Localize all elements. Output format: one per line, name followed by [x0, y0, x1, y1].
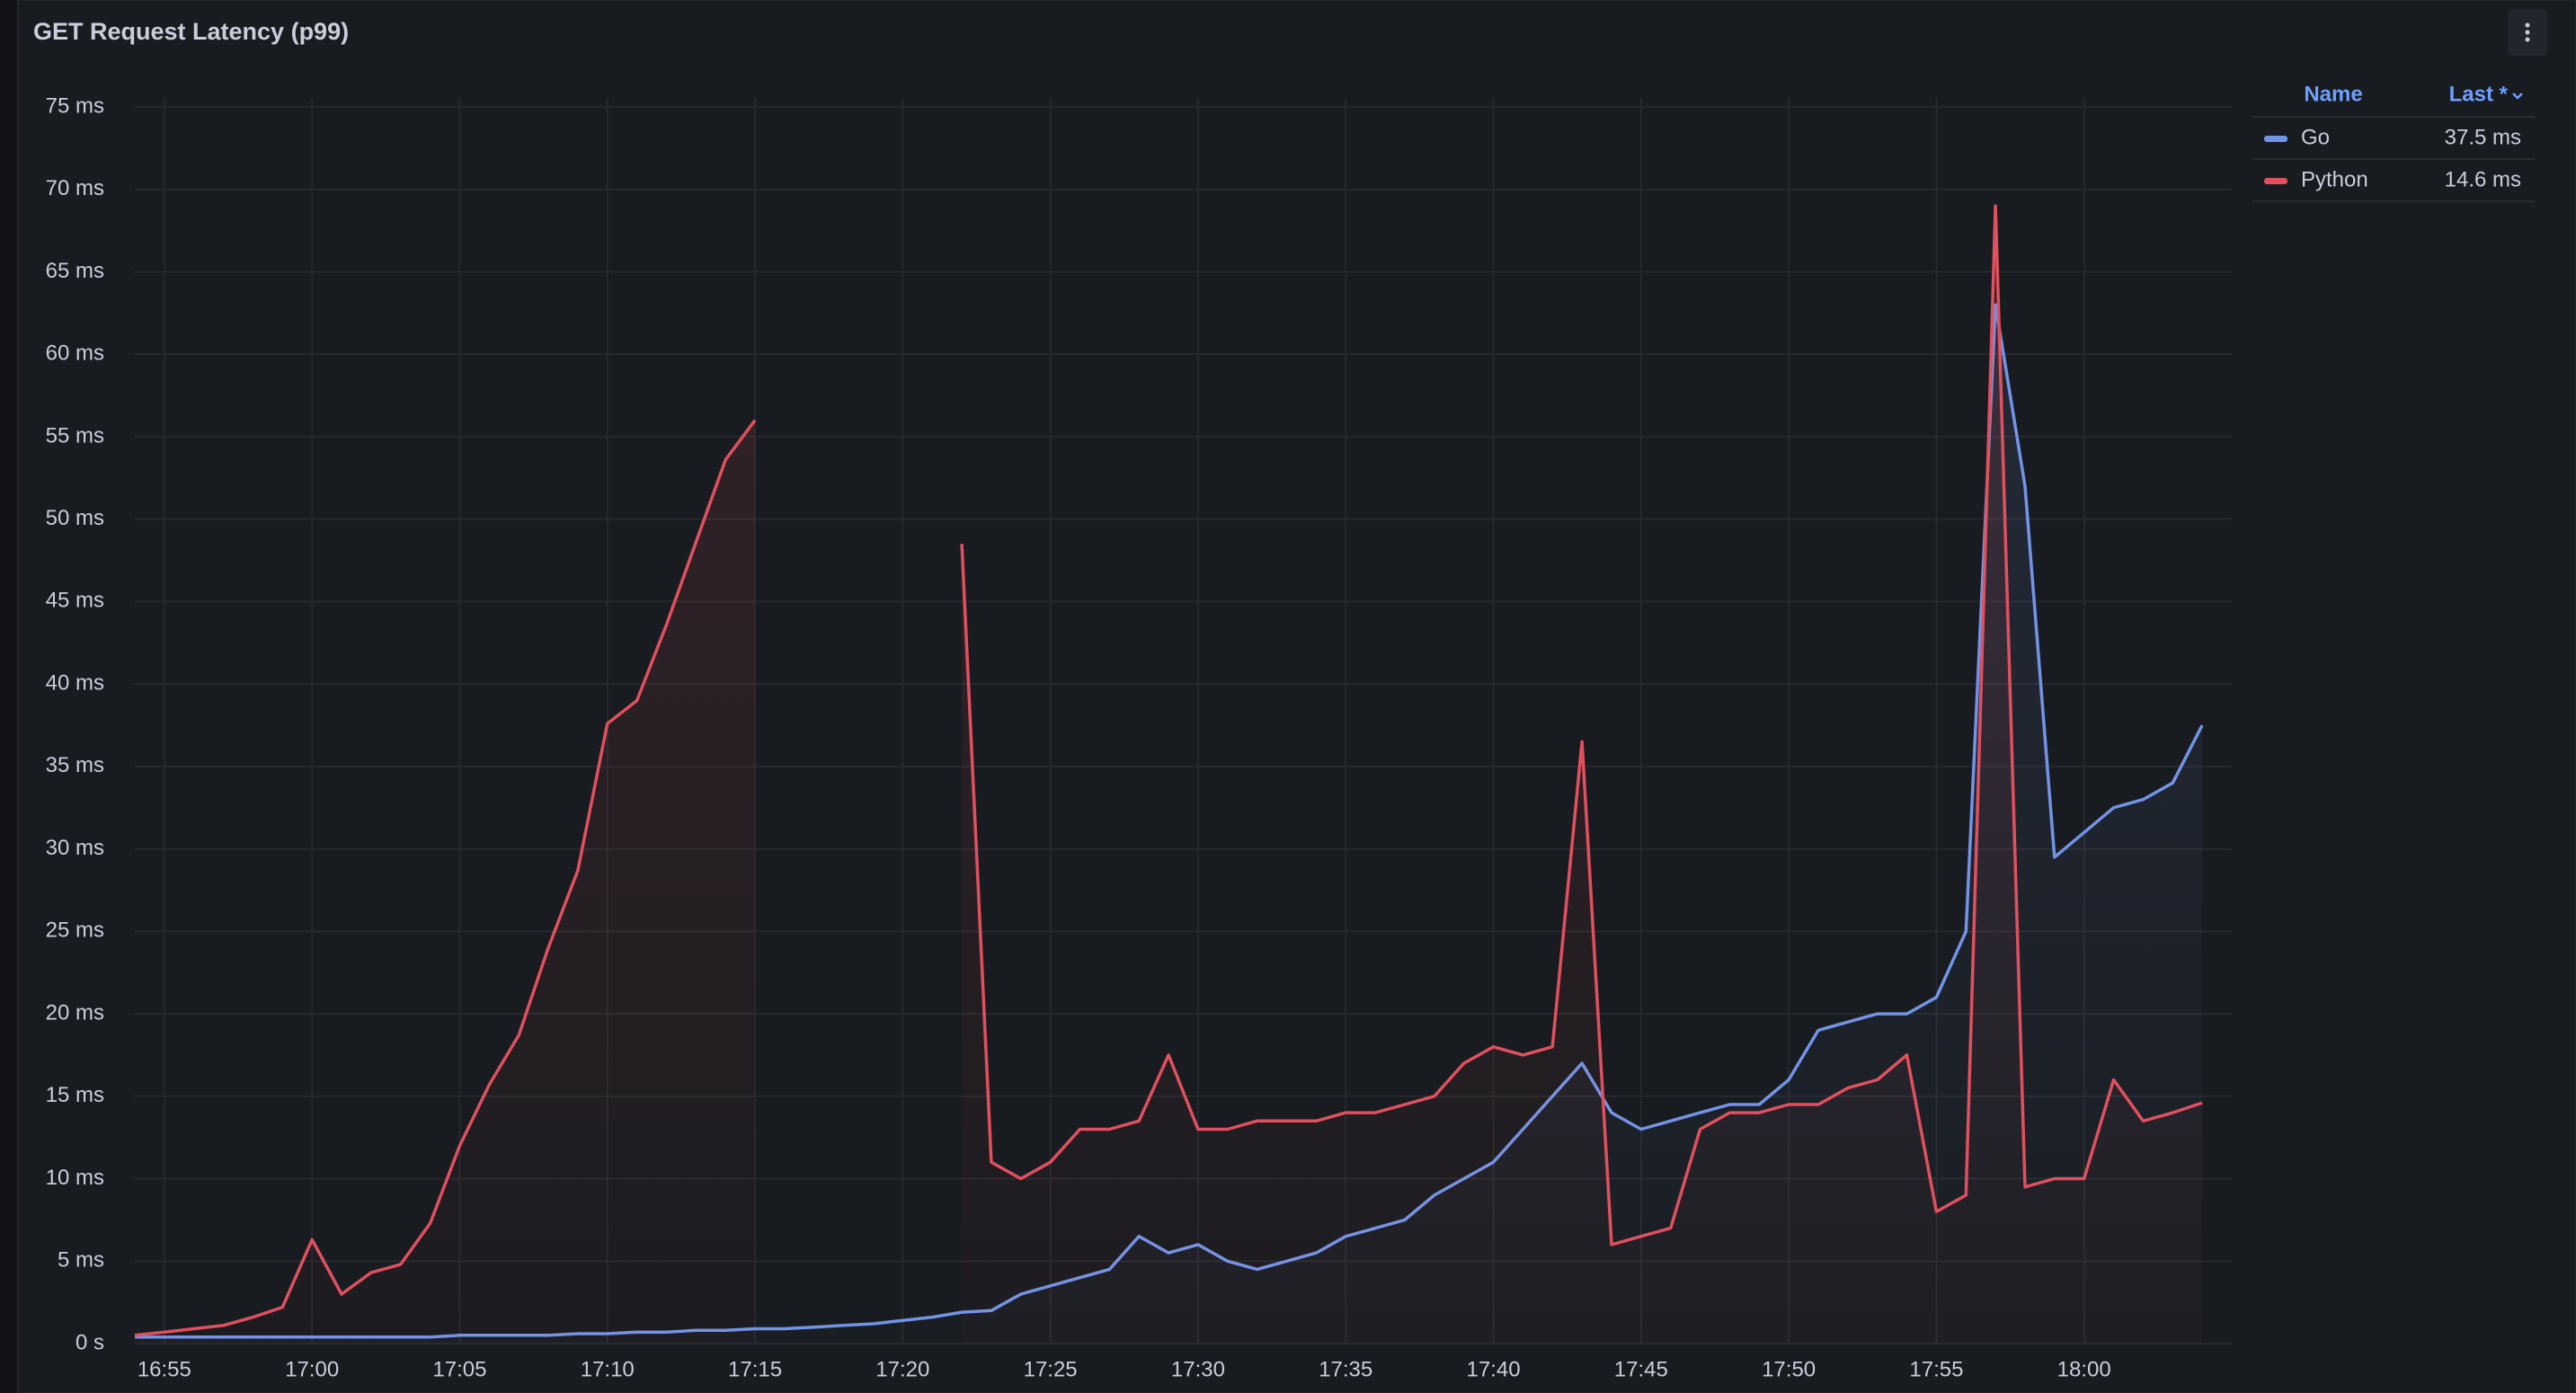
y-tick-label: 5 ms: [58, 1248, 104, 1273]
x-tick-label: 17:25: [1024, 1357, 1078, 1381]
menu-icon[interactable]: [2508, 9, 2547, 56]
legend-name: Go: [2301, 125, 2330, 149]
legend-swatch: [2264, 136, 2287, 142]
y-tick-label: 25 ms: [46, 918, 104, 943]
y-tick-label: 55 ms: [46, 423, 104, 448]
x-tick-label: 17:05: [432, 1357, 486, 1381]
x-tick-label: 17:30: [1171, 1357, 1225, 1381]
x-tick-label: 17:10: [581, 1357, 635, 1381]
series-line: [134, 204, 2203, 1337]
y-tick-label: 30 ms: [46, 836, 104, 860]
x-tick-label: 18:00: [2057, 1357, 2111, 1381]
y-tick-label: 10 ms: [46, 1166, 104, 1190]
legend-header: Last *: [2449, 82, 2509, 106]
legend-value: 37.5 ms: [2445, 125, 2521, 149]
x-tick-label: 17:15: [728, 1357, 782, 1381]
y-tick-label: 15 ms: [46, 1083, 104, 1107]
y-tick-label: 35 ms: [46, 753, 104, 777]
y-tick-label: 20 ms: [46, 1000, 104, 1025]
x-tick-label: 17:35: [1319, 1357, 1372, 1381]
menu-dot: [2525, 37, 2530, 42]
legend-value: 14.6 ms: [2445, 167, 2521, 191]
x-tick-label: 17:20: [875, 1357, 929, 1381]
x-tick-label: 17:50: [1762, 1357, 1816, 1381]
y-tick-label: 50 ms: [46, 506, 104, 530]
x-tick-label: 17:55: [1909, 1357, 1963, 1381]
menu-dot: [2525, 22, 2530, 28]
legend: Name Last * Go 37.5 ms Python 14.6 ms: [2252, 82, 2535, 202]
x-tick-label: 17:45: [1614, 1357, 1668, 1381]
chart-title: GET Request Latency (p99): [33, 18, 349, 45]
x-tick-label: 16:55: [138, 1357, 191, 1381]
x-tick-label: 17:00: [285, 1357, 339, 1381]
x-tick-label: 17:40: [1466, 1357, 1520, 1381]
legend-swatch: [2264, 178, 2287, 184]
y-tick-label: 75 ms: [46, 93, 104, 118]
y-tick-label: 60 ms: [46, 342, 104, 366]
legend-header: Name: [2304, 82, 2362, 106]
y-tick-label: 70 ms: [46, 176, 104, 200]
y-tick-label: 40 ms: [46, 670, 104, 695]
series-area: [135, 206, 2203, 1344]
plot: [134, 204, 2204, 1344]
y-tick-label: 45 ms: [46, 589, 104, 613]
menu-dot: [2525, 30, 2530, 35]
y-tick-label: 65 ms: [46, 259, 104, 283]
y-tick-label: 0 s: [76, 1330, 104, 1354]
sort-caret: [2512, 93, 2523, 100]
legend-name: Python: [2301, 167, 2368, 191]
